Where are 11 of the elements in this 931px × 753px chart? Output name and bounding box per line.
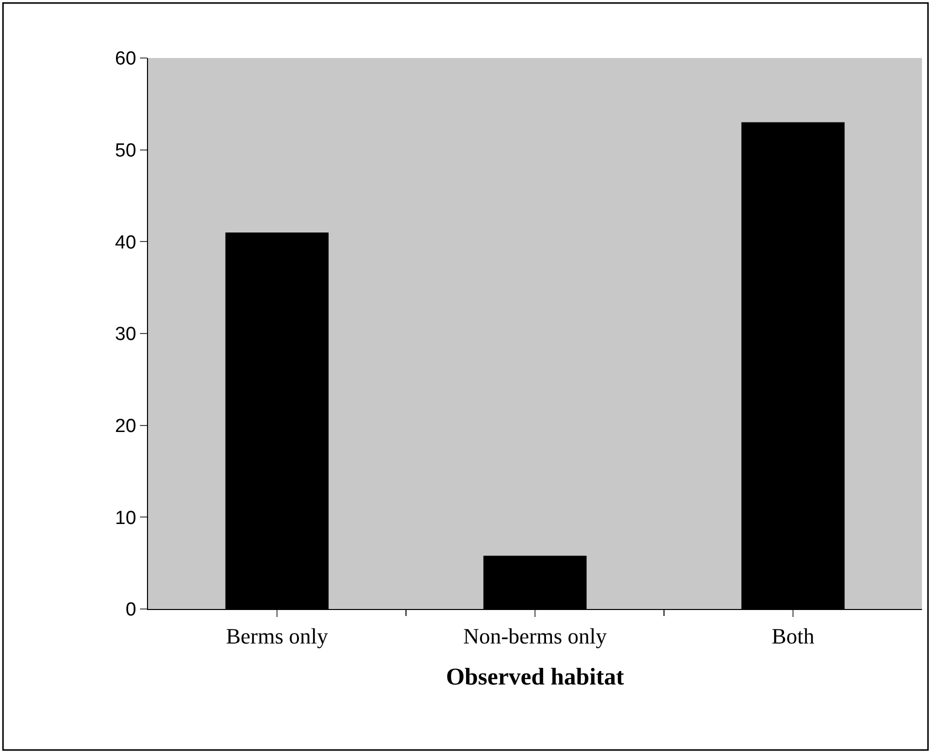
y-tick-label: 60	[115, 48, 136, 70]
x-axis-title: Observed habitat	[446, 664, 624, 691]
x-tick-label: Non-berms only	[463, 623, 607, 648]
x-tick-label: Both	[772, 623, 814, 648]
y-tick-label: 30	[115, 324, 136, 346]
y-tick-label: 20	[115, 416, 136, 437]
x-tick-label: Berms only	[226, 623, 328, 648]
y-tick-label: 40	[115, 232, 136, 254]
y-tick-label: 50	[115, 140, 136, 162]
y-tick-label: 10	[115, 508, 136, 529]
y-tick-label: 0	[126, 600, 136, 621]
